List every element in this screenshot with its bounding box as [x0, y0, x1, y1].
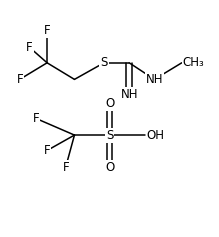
Text: F: F — [26, 41, 33, 54]
Text: O: O — [105, 97, 114, 109]
Text: F: F — [62, 161, 69, 173]
Text: F: F — [16, 73, 23, 86]
Text: S: S — [100, 56, 108, 69]
Text: NH: NH — [146, 73, 163, 86]
Text: F: F — [33, 112, 39, 125]
Text: F: F — [44, 144, 50, 157]
Text: OH: OH — [147, 129, 165, 141]
Text: O: O — [105, 161, 114, 173]
Text: CH₃: CH₃ — [183, 56, 205, 69]
Text: NH: NH — [120, 88, 138, 101]
Text: S: S — [106, 129, 113, 141]
Text: F: F — [44, 24, 50, 37]
